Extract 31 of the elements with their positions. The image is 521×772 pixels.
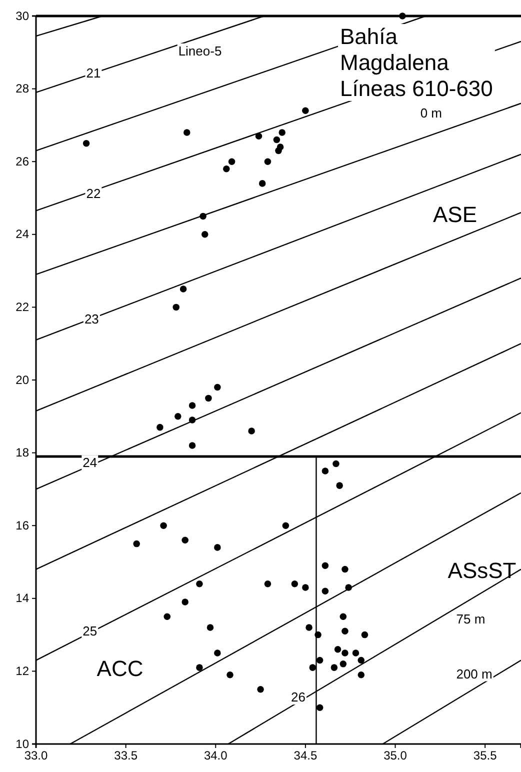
x-tick-label: 34.5 <box>294 748 318 763</box>
y-tick-label: 10 <box>16 736 30 751</box>
annotation: 21 <box>86 66 101 81</box>
y-tick-label: 20 <box>16 372 30 387</box>
annotation: 25 <box>82 623 98 638</box>
x-tick-label: 33.5 <box>114 748 138 763</box>
text: Bahía Magdalena Líneas 610-630 <box>340 24 493 101</box>
y-tick-label: 30 <box>16 8 30 23</box>
y-tick-label: 26 <box>16 154 30 168</box>
x-tick-label: 33.0 <box>24 748 48 763</box>
annotation: ASE <box>432 202 478 227</box>
x-tick-label: 34.0 <box>204 748 228 763</box>
y-tick-label: 16 <box>16 518 30 532</box>
annotation: 24 <box>82 455 98 470</box>
annotation: 75 m <box>456 612 486 627</box>
y-tick-label: 22 <box>16 300 30 314</box>
y-tick-label: 18 <box>16 446 30 460</box>
annotation: Lineo-5 <box>178 43 222 58</box>
annotation: 23 <box>84 311 99 326</box>
y-tick-label: 24 <box>16 227 30 242</box>
x-tick-label: 35.5 <box>473 748 498 763</box>
annotation: 22 <box>86 186 101 201</box>
annotation: 26 <box>291 690 306 705</box>
annotation: ASsST <box>448 558 516 583</box>
y-tick-label: 28 <box>16 82 30 96</box>
annotation: 0 m <box>420 106 442 121</box>
y-tick-label: 12 <box>16 664 30 678</box>
annotation: 200 m <box>456 666 492 682</box>
x-tick-label: 35.0 <box>384 748 408 763</box>
annotation: ACC <box>96 656 144 681</box>
y-tick-label: 14 <box>16 591 30 606</box>
